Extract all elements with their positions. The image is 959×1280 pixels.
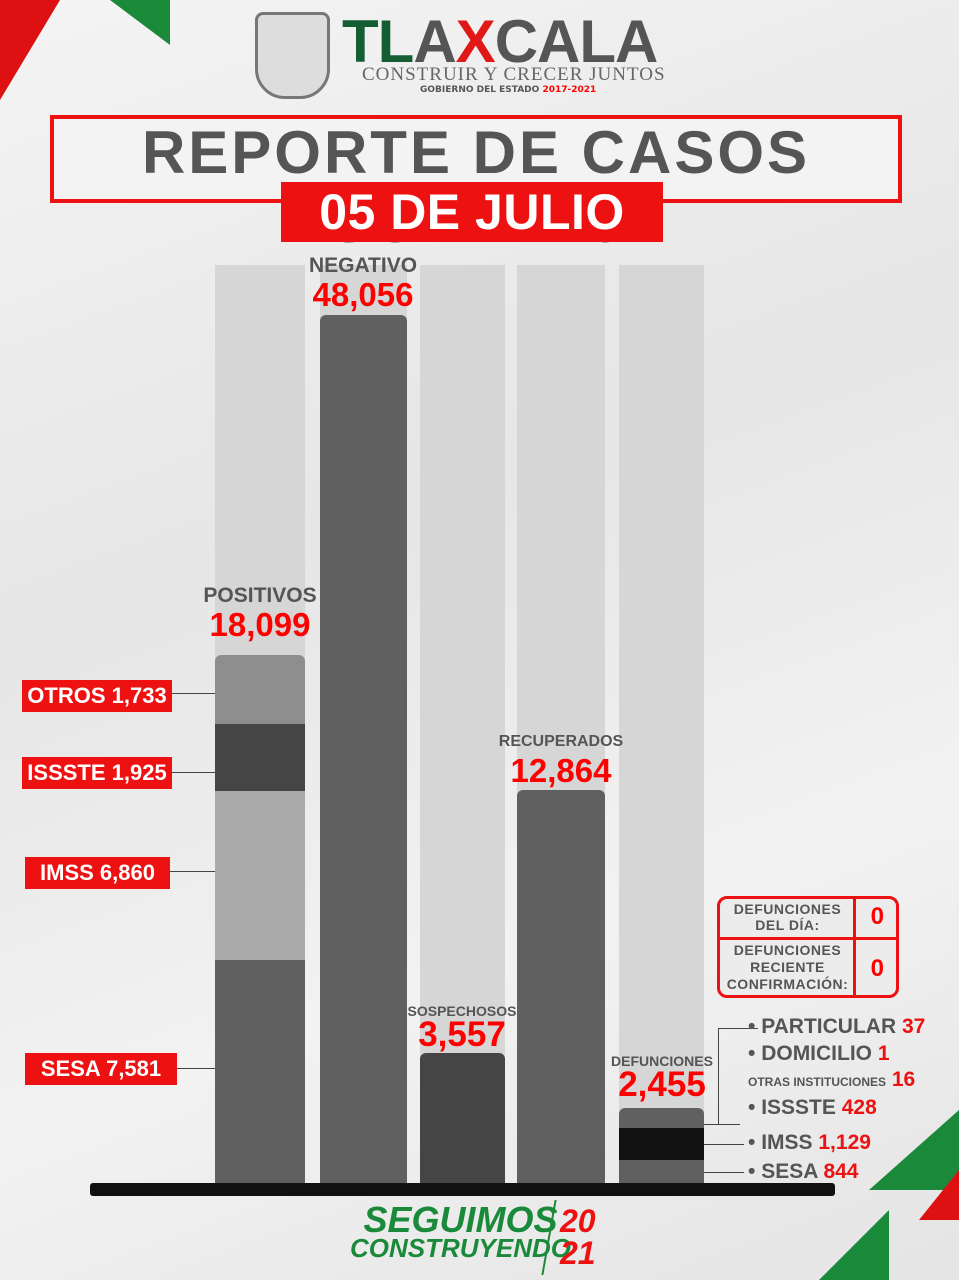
slogan-line2: CONSTRUYENDO [350,1233,572,1263]
connector [704,1144,744,1145]
legend-sesa: • SESA 844 [748,1160,859,1183]
bar-positivos-sesa [215,960,305,1183]
connector [177,1068,215,1069]
bar-sospechosos [420,1053,505,1183]
category-label: DEFUNCIONES [611,1053,713,1069]
tag-name: SESA [40,1056,100,1081]
value-label: 12,864 [510,752,612,789]
value-label: 18,099 [209,606,311,643]
legend-name: PARTICULAR [761,1015,897,1038]
tag-sesa: SESA 7,581 [25,1053,177,1085]
period-text: 2017-2021 [542,85,597,95]
government-line: GOBIERNO DEL ESTADO 2017-2021 [420,85,596,95]
connector [704,1124,740,1125]
legend-value: 37 [901,1015,926,1038]
category-label: SOSPECHOSOS [407,1003,517,1019]
legend-issste: • ISSSTE 428 [748,1096,877,1119]
category-label: POSITIVOS [203,584,317,607]
bar-positivos-otros [215,655,305,724]
connector [172,693,215,694]
tag-name: IMSS [40,860,94,885]
tag-issste: ISSSTE 1,925 [22,757,172,789]
value-label: 3,557 [418,1015,506,1054]
legend-name: SESA [761,1160,818,1183]
slogan-line1: SEGUIMOS [363,1199,558,1240]
government-text: GOBIERNO DEL ESTADO [420,85,540,95]
deaths-recent-label: DEFUNCIONES RECIENTE CONFIRMACIÓN: [726,942,849,992]
deaths-table: DEFUNCIONES DEL DÍA: 0 DEFUNCIONES RECIE… [717,896,899,998]
tag-name: OTROS [27,683,106,708]
bar-positivos-issste [215,724,305,791]
tag-imss: IMSS 6,860 [25,857,170,889]
tagline: CONSTRUIR Y CRECER JUNTOS [362,64,666,85]
legend-value: 844 [823,1160,859,1183]
legend-particular: • PARTICULAR 37 [748,1015,926,1038]
logo-text: TLAXCALA [342,8,658,75]
value-label: 2,455 [618,1065,706,1104]
legend-value: 428 [841,1096,877,1119]
tag-value: 1,925 [111,760,167,785]
connector [170,871,215,872]
legend-value: 1 [877,1042,890,1065]
corner-decoration [819,1210,889,1280]
tag-value: 7,581 [106,1056,162,1081]
title-box [50,115,902,203]
tag-name: ISSSTE [27,760,106,785]
tag-value: 1,733 [111,683,167,708]
legend-name: DOMICILIO [761,1042,873,1065]
footer-slogan: SEGUIMOS CONSTRUYENDO [350,1199,572,1264]
bar-recuperados [517,790,605,1183]
value-label: 48,056 [312,276,414,313]
tag-value: 6,860 [99,860,155,885]
legend-value: 1,129 [818,1131,871,1154]
bar-defunciones-sesa [619,1160,704,1183]
footer-year: 20 21 [560,1205,596,1269]
corner-decoration [110,0,170,45]
deaths-day-value: 0 [870,903,885,930]
bar-defunciones-top [619,1108,704,1128]
deaths-day-label: DEFUNCIONES DEL DÍA: [733,901,842,933]
bar-defunciones-imss [619,1128,704,1160]
legend-value: 16 [891,1068,916,1091]
bar-negativo [320,315,407,1183]
legend-name: IMSS [761,1131,813,1154]
state-seal-logo [255,12,330,99]
baseline [90,1183,835,1196]
deaths-recent-value: 0 [870,955,885,982]
legend-otras: OTRAS INSTITUCIONES 16 [748,1068,915,1092]
column-bg [420,265,505,1183]
column-bg [619,265,704,1183]
tag-otros: OTROS 1,733 [22,680,172,712]
year-bottom: 21 [560,1235,596,1271]
category-label: RECUPERADOS [498,733,624,750]
legend-imss: • IMSS 1,129 [748,1131,871,1154]
year-top: 20 [560,1203,596,1239]
connector [172,772,215,773]
date-badge: 05 DE JULIO [281,182,663,242]
legend-name: ISSSTE [761,1096,836,1119]
connector [704,1172,744,1173]
legend-name: OTRAS INSTITUCIONES [748,1075,887,1089]
corner-decoration [0,0,60,100]
corner-decoration [919,1170,959,1220]
legend-domicilio: • DOMICILIO 1 [748,1042,890,1065]
category-label: NEGATIVO [308,254,418,277]
connector [718,1028,758,1124]
bar-positivos-imss [215,791,305,960]
